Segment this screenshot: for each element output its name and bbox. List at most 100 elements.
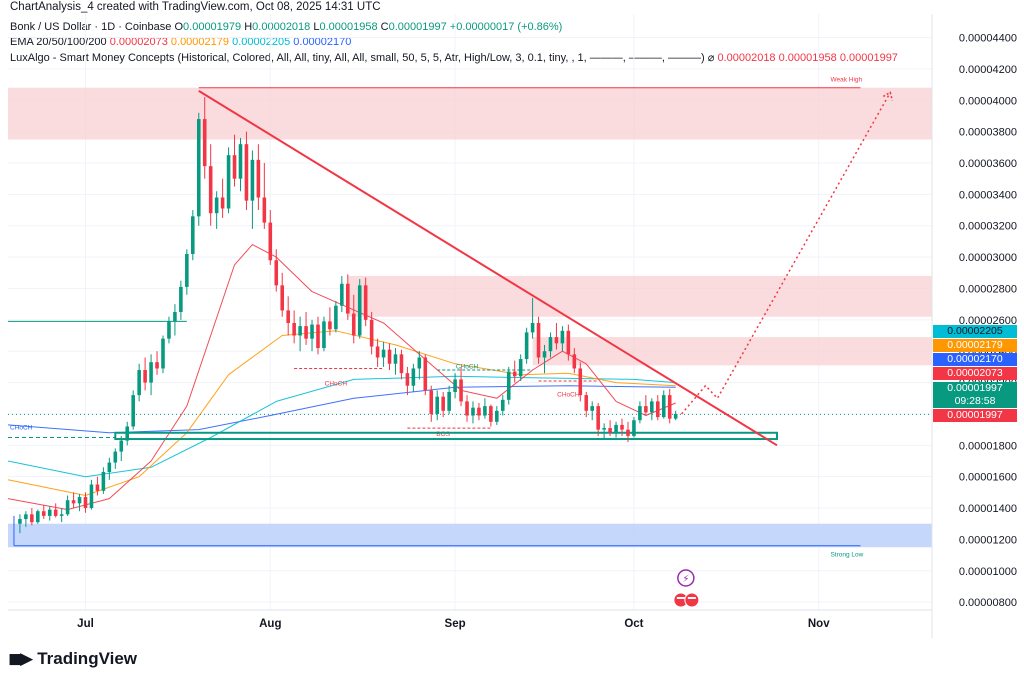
candle[interactable]: [232, 134, 237, 187]
candle[interactable]: [584, 391, 589, 418]
candle[interactable]: [208, 144, 213, 226]
candle[interactable]: [71, 492, 76, 509]
candle[interactable]: [53, 503, 58, 518]
candle[interactable]: [202, 97, 207, 179]
us-flag-event-icon[interactable]: [684, 592, 700, 608]
candle[interactable]: [196, 112, 201, 226]
candle[interactable]: [471, 401, 475, 424]
hidden-eye-icon[interactable]: ⌀: [707, 52, 715, 64]
candle[interactable]: [661, 390, 666, 419]
candle[interactable]: [357, 279, 362, 339]
candle[interactable]: [268, 210, 273, 265]
candle[interactable]: [655, 395, 660, 421]
candle[interactable]: [101, 467, 106, 494]
candle[interactable]: [459, 366, 463, 407]
candle[interactable]: [608, 420, 612, 436]
candle[interactable]: [226, 147, 231, 214]
candle[interactable]: [47, 506, 52, 521]
candle[interactable]: [65, 495, 70, 516]
candle[interactable]: [131, 390, 135, 430]
candle[interactable]: [381, 341, 386, 367]
ema-legend[interactable]: EMA 20/50/100/200 0.00002073 0.00002179 …: [10, 36, 351, 48]
candle[interactable]: [405, 366, 410, 396]
candle[interactable]: [214, 191, 219, 229]
candle[interactable]: [650, 398, 654, 421]
candle[interactable]: [161, 335, 165, 374]
candle[interactable]: [179, 280, 183, 320]
candle[interactable]: [489, 404, 493, 427]
event-icons[interactable]: ⚡: [673, 569, 700, 608]
candle[interactable]: [417, 351, 422, 380]
candle[interactable]: [393, 348, 398, 375]
candle[interactable]: [423, 354, 428, 396]
candle[interactable]: [77, 493, 82, 512]
candle[interactable]: [280, 272, 285, 317]
candle[interactable]: [536, 316, 541, 364]
candle[interactable]: [59, 508, 64, 523]
candle[interactable]: [638, 401, 642, 424]
candle[interactable]: [441, 391, 445, 418]
candle[interactable]: [220, 178, 225, 218]
candle[interactable]: [316, 316, 320, 355]
candle[interactable]: [113, 448, 118, 469]
symbol-title[interactable]: Bonk / US Dollar · 1D · Coinbase: [10, 21, 172, 33]
candle[interactable]: [554, 322, 559, 350]
candle[interactable]: [596, 402, 600, 436]
candle[interactable]: [477, 402, 481, 421]
candle[interactable]: [512, 360, 517, 383]
candle[interactable]: [298, 316, 302, 352]
candle[interactable]: [369, 312, 374, 355]
candle[interactable]: [143, 357, 147, 391]
candle[interactable]: [18, 514, 22, 534]
candle[interactable]: [351, 294, 356, 344]
candle[interactable]: [292, 310, 296, 344]
candle[interactable]: [328, 307, 332, 336]
candle[interactable]: [95, 476, 100, 496]
candle[interactable]: [673, 410, 678, 421]
candle[interactable]: [155, 351, 159, 375]
candle[interactable]: [483, 398, 487, 419]
candle[interactable]: [173, 304, 177, 336]
candle[interactable]: [632, 417, 636, 438]
candle[interactable]: [566, 324, 571, 361]
candle[interactable]: [626, 421, 630, 443]
candle[interactable]: [506, 366, 511, 405]
candle[interactable]: [340, 275, 344, 312]
candle[interactable]: [411, 363, 416, 392]
candle[interactable]: [41, 504, 46, 520]
candle[interactable]: [119, 435, 124, 461]
candle[interactable]: [125, 421, 130, 446]
candle[interactable]: [191, 210, 195, 261]
candle[interactable]: [286, 296, 290, 336]
candle[interactable]: [107, 457, 112, 480]
candle[interactable]: [167, 316, 171, 344]
candle[interactable]: [667, 388, 672, 424]
candle[interactable]: [500, 395, 505, 416]
candle[interactable]: [256, 144, 261, 211]
luxalgo-legend[interactable]: LuxAlgo - Smart Money Concepts (Historic…: [10, 51, 898, 64]
candle[interactable]: [30, 508, 34, 526]
candle[interactable]: [602, 423, 606, 440]
candle[interactable]: [387, 343, 392, 371]
candle[interactable]: [542, 344, 547, 374]
candle[interactable]: [346, 274, 350, 320]
candle[interactable]: [304, 312, 308, 345]
candle[interactable]: [614, 421, 618, 438]
candle[interactable]: [310, 319, 314, 352]
candle[interactable]: [137, 363, 141, 402]
candle[interactable]: [399, 349, 404, 380]
candle[interactable]: [453, 373, 457, 399]
candle[interactable]: [322, 316, 326, 352]
candle[interactable]: [250, 150, 255, 229]
candle[interactable]: [560, 326, 565, 352]
candle[interactable]: [375, 338, 380, 367]
candle[interactable]: [24, 511, 28, 527]
candle[interactable]: [548, 332, 553, 358]
candles[interactable]: [18, 97, 678, 534]
candle[interactable]: [244, 131, 249, 211]
candle[interactable]: [83, 492, 88, 513]
candle[interactable]: [435, 390, 440, 421]
candle[interactable]: [149, 354, 153, 396]
candle[interactable]: [590, 401, 594, 421]
